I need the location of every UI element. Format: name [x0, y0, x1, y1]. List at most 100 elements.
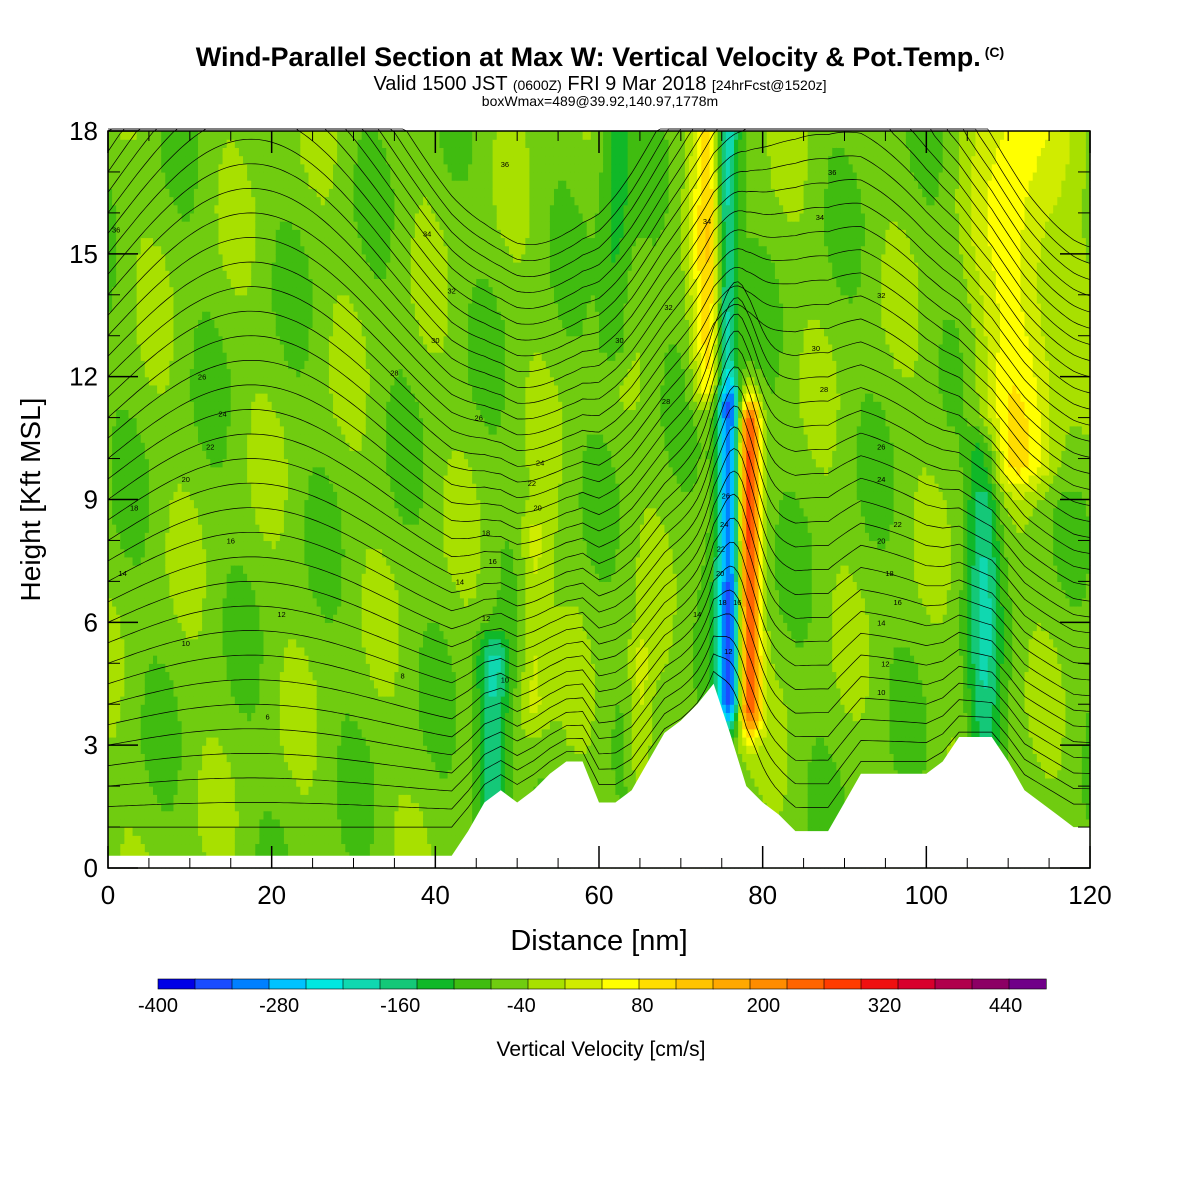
colorbar-swatch — [231, 978, 270, 990]
colorbar-tick-label: 200 — [747, 995, 780, 1017]
colorbar-tick-label: 80 — [631, 995, 653, 1017]
valid-time-line: Valid 1500 JST (0600Z) FRI 9 Mar 2018 [2… — [0, 73, 1200, 96]
isentrope-line — [107, 179, 1091, 394]
colorbar-swatch — [675, 978, 714, 990]
x-tick-label: 0 — [101, 880, 115, 910]
isentrope-label: 10 — [877, 688, 885, 697]
colorbar-label: Vertical Velocity [cm/s] — [497, 1038, 706, 1061]
y-tick-label: 3 — [84, 730, 98, 760]
isentrope-label: 26 — [877, 442, 885, 451]
isentrope-label: 16 — [894, 598, 902, 607]
x-tick-label: 80 — [748, 880, 777, 910]
y-tick-label: 0 — [84, 853, 98, 883]
colorbar-tick-label: -40 — [507, 995, 536, 1017]
isentrope-line — [107, 385, 1091, 602]
isentrope-label: 18 — [482, 528, 490, 537]
chart-title-unit: (C) — [985, 44, 1004, 60]
isentrope-label: 32 — [448, 287, 456, 296]
isentropes — [107, 128, 1091, 828]
isentrope-label: 22 — [206, 442, 214, 451]
isentrope-line — [107, 330, 1091, 554]
isentrope-label: 24 — [877, 475, 885, 484]
boxmax-info: boxWmax=489@39.92,140.97,1778m — [0, 93, 1200, 109]
isentrope-line — [107, 366, 1091, 586]
y-tick-label: 9 — [84, 485, 98, 515]
isentrope-label: 26 — [198, 373, 206, 382]
isentrope-label: 26 — [475, 414, 483, 423]
x-tick-label: 120 — [1068, 880, 1111, 910]
velocity-field — [108, 131, 1091, 869]
isentrope-label: 22 — [528, 479, 536, 488]
valid-date: FRI 9 Mar 2018 — [567, 73, 706, 95]
isentrope-label: 16 — [733, 598, 741, 607]
isentrope-line — [108, 128, 1091, 248]
colorbar-swatch — [527, 978, 566, 990]
isentrope-line — [107, 613, 1091, 774]
isentrope-line — [107, 313, 1091, 538]
x-tick-label: 100 — [905, 880, 948, 910]
isentrope-label: 32 — [664, 303, 672, 312]
isentrope-line — [107, 266, 1091, 458]
isentrope-label: 34 — [816, 213, 824, 222]
forecast-info: [24hrFcst@1520z] — [712, 77, 827, 93]
y-tick-label: 6 — [84, 607, 98, 637]
isentrope-label: 16 — [227, 536, 235, 545]
isentrope-label: 24 — [218, 410, 226, 419]
isentrope-label: 36 — [501, 160, 509, 169]
colorbar-swatch — [823, 978, 862, 990]
isentrope-label: 36 — [828, 168, 836, 177]
isentrope-label: 28 — [662, 397, 670, 406]
isentrope-label: 34 — [423, 229, 431, 238]
isentrope-label: 30 — [812, 344, 820, 353]
colorbar-swatch — [712, 978, 751, 990]
y-tick-label: 18 — [69, 116, 98, 146]
isentrope-label: 8 — [401, 672, 405, 681]
isentrope-line — [107, 635, 1091, 792]
isentrope-line — [107, 202, 1091, 410]
isentrope-label: 6 — [265, 713, 269, 722]
isentrope-line — [107, 348, 1091, 570]
isentrope-line — [107, 426, 1091, 634]
colorbar-tick-label: -400 — [138, 995, 178, 1017]
chart-title-text: Wind-Parallel Section at Max W: Vertical… — [196, 42, 981, 72]
colorbar-swatch — [416, 978, 455, 990]
isentrope-label: 10 — [501, 676, 509, 685]
isentrope-label: 14 — [693, 610, 701, 619]
isentrope-line — [107, 297, 1091, 522]
isentrope-label: 20 — [716, 569, 724, 578]
colorbar-swatch — [786, 978, 825, 990]
colorbar-swatch — [749, 978, 788, 990]
x-tick-label: 60 — [585, 880, 614, 910]
isentrope-line — [107, 448, 1091, 649]
colorbar-swatch — [897, 978, 936, 990]
isentrope-label: 28 — [390, 369, 398, 378]
isentrope-label: 20 — [182, 475, 190, 484]
colorbar-swatch — [564, 978, 603, 990]
isentrope-label: 26 — [722, 491, 730, 500]
isentrope-label: 20 — [877, 536, 885, 545]
colorbar-tick-label: 440 — [989, 995, 1022, 1017]
isentrope-label: 22 — [717, 545, 725, 554]
colorbar-tick-label: -160 — [380, 995, 420, 1017]
x-axis: 0 20 40 60 80 100 120 — [101, 131, 1112, 910]
isentrope-labels: 36 34 36 32 30 28 26 24 22 20 18 16 14 12 10 8 6 26 24 22 20… — [112, 160, 902, 722]
isentrope-line — [107, 281, 1091, 506]
isentrope-line — [107, 470, 1091, 666]
isentrope-line — [107, 541, 1091, 720]
isentrope-line — [108, 670, 1090, 828]
isentrope-line — [107, 493, 1091, 684]
isentrope-line — [107, 405, 1091, 618]
valid-utc: (0600Z) — [513, 77, 562, 93]
isentrope-label: 14 — [877, 618, 885, 627]
x-tick-label: 40 — [421, 880, 450, 910]
colorbar-swatch — [601, 978, 640, 990]
isentrope-label: 36 — [112, 225, 120, 234]
isentrope-label: 24 — [720, 520, 728, 529]
isentrope-label: 12 — [724, 647, 732, 656]
isentrope-line — [107, 155, 1091, 378]
colorbar-swatch — [971, 978, 1010, 990]
colorbar-swatch — [638, 978, 677, 990]
colorbar-swatch — [1008, 978, 1047, 990]
isentrope-label: 14 — [456, 577, 464, 586]
